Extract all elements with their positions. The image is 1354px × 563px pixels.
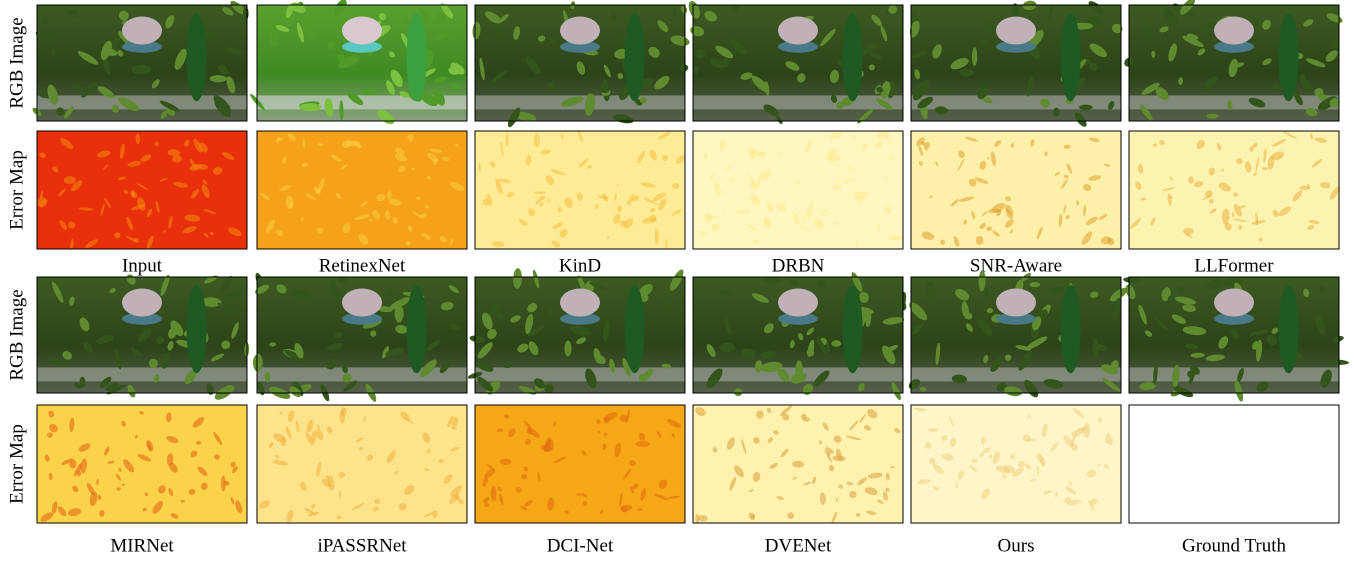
rgb-image [467, 268, 686, 397]
leaf-large [1061, 13, 1081, 101]
error-map [257, 131, 467, 249]
rgb-image [249, 0, 467, 127]
bird-figure [122, 17, 162, 45]
bird-figure [1214, 17, 1254, 45]
bird-figure [996, 17, 1036, 45]
window-strip [37, 367, 247, 381]
leaf-large [843, 285, 863, 373]
rgb-image [31, 0, 249, 121]
image-background [257, 131, 467, 249]
rgb-image [472, 1, 691, 129]
error-map [34, 131, 247, 251]
leaf-large [843, 13, 863, 101]
leaf-large [1279, 13, 1299, 101]
leaf-large [407, 285, 427, 373]
leaf [436, 13, 446, 25]
page: RGB Image Error Map Input RetinexNet KinD DRB… [0, 0, 1354, 558]
error-map [257, 405, 467, 523]
method-label: Ground Truth [1182, 535, 1286, 556]
leaf-large [187, 13, 207, 101]
bird-figure [996, 289, 1036, 317]
error-map [911, 131, 1121, 249]
bird-figure [122, 289, 162, 317]
method-label: Ours [998, 535, 1035, 556]
error-spot [635, 441, 650, 447]
leaf [362, 89, 377, 95]
method-label: iPASSRNet [317, 535, 407, 556]
rgb-image [693, 271, 909, 401]
row-label: Error Map [6, 150, 27, 230]
method-label: RetinexNet [319, 255, 406, 276]
error-map [37, 405, 247, 524]
leaf-large [1061, 285, 1081, 373]
window-strip [1129, 367, 1339, 381]
row-label: RGB Image [6, 17, 27, 108]
error-map [911, 405, 1121, 523]
method-label: MIRNet [110, 535, 174, 556]
method-label: DRBN [772, 255, 825, 276]
leaf-large [625, 13, 645, 101]
window-strip [911, 367, 1121, 381]
rgb-image [1123, 276, 1349, 402]
bird-figure [778, 17, 818, 45]
image-background [693, 131, 903, 249]
error-map [1129, 405, 1339, 523]
rgb-image [907, 270, 1130, 399]
window-strip [475, 367, 685, 381]
error-map [693, 404, 903, 523]
method-label: KinD [559, 255, 601, 276]
method-label: LLFormer [1194, 255, 1274, 276]
error-map [475, 405, 685, 523]
row-label: RGB Image [6, 289, 27, 380]
method-label: DCI-Net [547, 535, 614, 556]
error-map [693, 131, 903, 249]
window-strip [693, 95, 903, 109]
rgb-image [687, 0, 903, 125]
error-spot [838, 485, 843, 489]
leaf-large [1279, 285, 1299, 373]
method-label: DVENet [765, 535, 832, 556]
bird-figure [560, 17, 600, 45]
error-spot [521, 474, 527, 480]
leaf-large [625, 285, 645, 373]
window-strip [257, 367, 467, 381]
image-background [475, 131, 685, 249]
figure: RGB Image Error Map Input RetinexNet KinD DRB… [0, 0, 1354, 558]
rgb-image [1122, 0, 1344, 122]
bird-figure [560, 289, 600, 317]
image-background [1129, 131, 1339, 249]
image-background [37, 405, 247, 523]
rgb-image [253, 272, 467, 403]
leaf-large [407, 13, 427, 101]
method-label: Input [122, 255, 163, 276]
bird-figure [342, 17, 382, 45]
bird-figure [1214, 289, 1254, 317]
leaf-large [187, 285, 207, 373]
image-background [37, 131, 247, 249]
bird-figure [778, 289, 818, 317]
rgb-image [908, 0, 1124, 129]
rgb-image [37, 273, 249, 403]
row-label: Error Map [6, 424, 27, 504]
error-map [475, 130, 686, 250]
bird-figure [342, 289, 382, 317]
error-map [1129, 131, 1342, 249]
image-background [1129, 405, 1339, 523]
